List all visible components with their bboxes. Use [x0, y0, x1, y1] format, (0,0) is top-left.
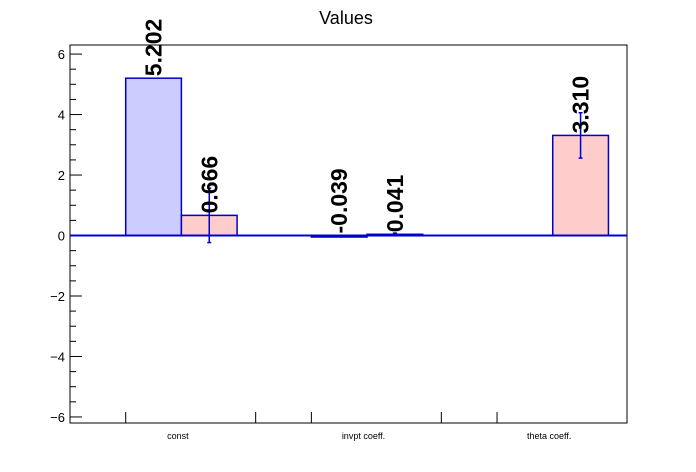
x-category-label: theta coeff. [527, 431, 571, 441]
chart-title: Values [319, 8, 373, 28]
y-tick-label: 6 [58, 47, 65, 62]
bars-group [70, 77, 627, 244]
y-tick-label: −4 [50, 349, 65, 364]
y-tick-label: 4 [58, 108, 65, 123]
y-tick-label: 2 [58, 168, 65, 183]
y-tick-label: 0 [58, 229, 65, 244]
x-axis: const invpt coeff. theta coeff. [125, 412, 628, 441]
data-label: 3.310 [568, 76, 594, 134]
bar [124, 77, 183, 237]
data-label: 5.202 [141, 19, 167, 77]
x-category-label: const [167, 431, 189, 441]
y-axis: −6 −4 −2 0 2 4 6 [50, 47, 82, 425]
y-tick-label: −6 [50, 410, 65, 425]
data-labels-group: 5.202 -0.039 0.666 0.041 3.310 [141, 19, 594, 234]
data-label: 0.666 [196, 156, 222, 214]
data-label: 0.041 [382, 175, 408, 233]
plot-frame [69, 44, 628, 424]
x-category-label: invpt coeff. [342, 431, 385, 441]
y-tick-label: −2 [50, 289, 65, 304]
data-label: -0.039 [326, 168, 352, 233]
